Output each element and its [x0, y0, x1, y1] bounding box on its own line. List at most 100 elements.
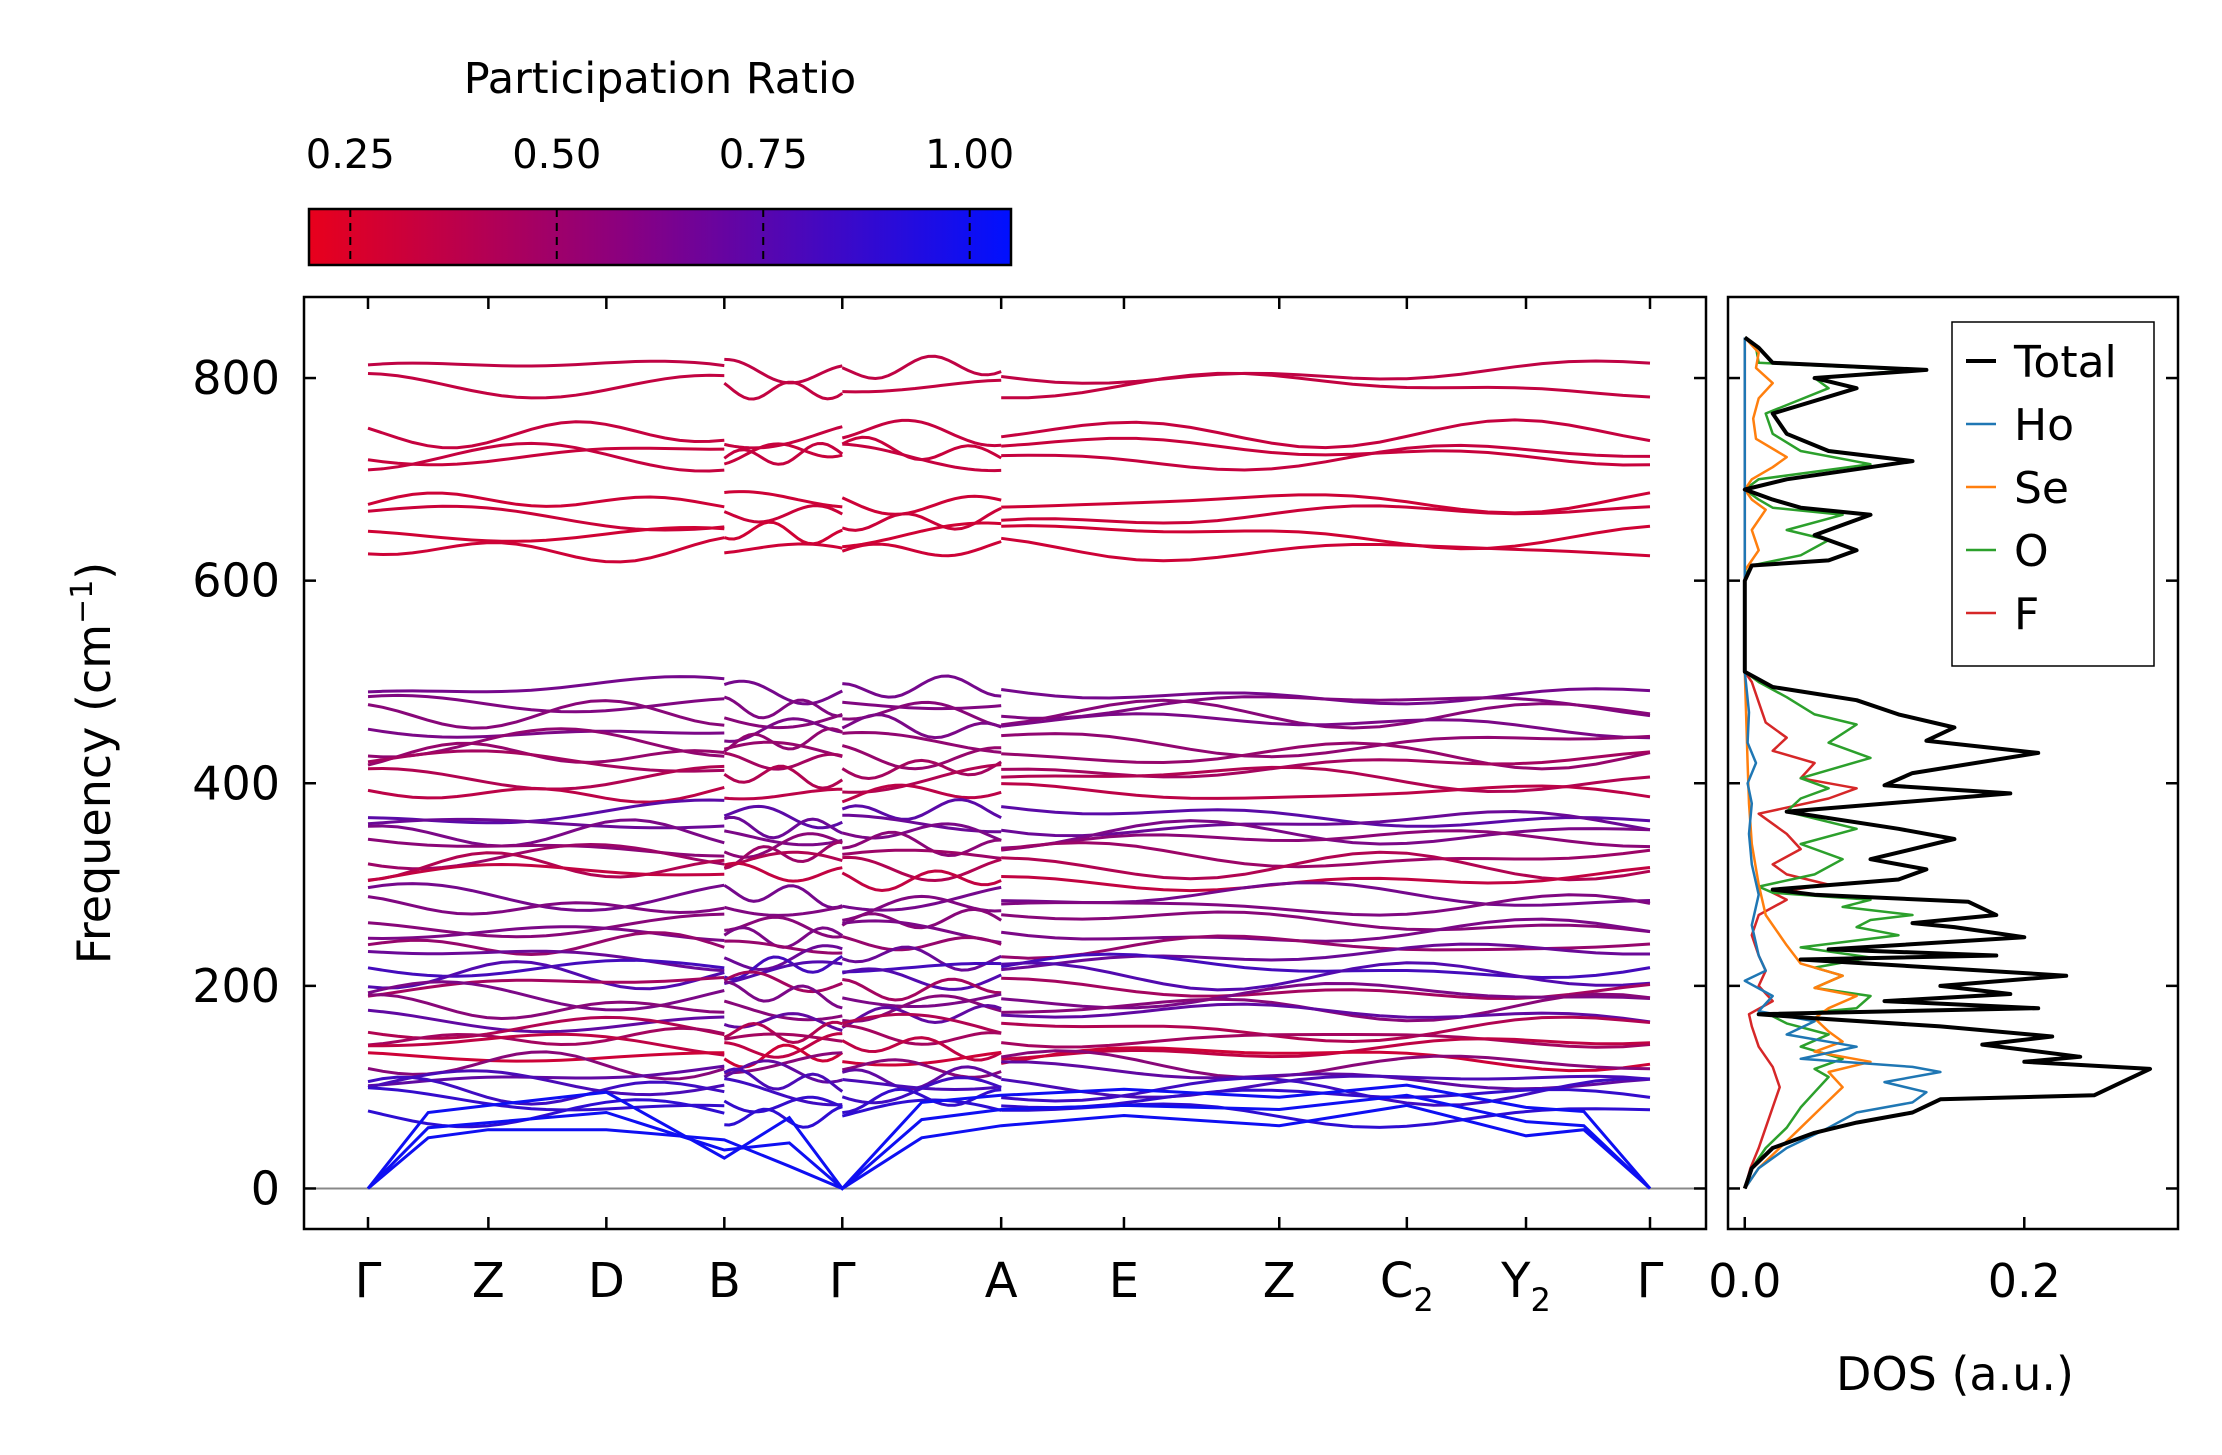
optical-band-15-segment-3 [1001, 750, 1651, 779]
kpoint-label-7: Z [1263, 1253, 1296, 1309]
dos-series-total [1742, 335, 2152, 1190]
optical-band-3-segment-1 [723, 442, 843, 466]
optical-band-10-segment-1 [723, 695, 843, 720]
kpoint-label-3: B [708, 1253, 741, 1309]
y-axis-label: Frequency (cm−1) [65, 562, 121, 965]
optical-band-25-segment-0 [367, 882, 725, 912]
optical-band-30-segment-3 [1001, 942, 1650, 972]
optical-band-13-segment-2 [842, 730, 1002, 754]
optical-band-1-segment-0 [367, 372, 725, 400]
legend-label-se: Se [2014, 463, 2069, 514]
optical-band-5-segment-1 [724, 490, 843, 509]
optical-band-25-segment-2 [842, 885, 1002, 912]
optical-band-39-segment-2 [841, 1036, 1002, 1062]
optical-band-4-segment-2 [842, 442, 1002, 473]
optical-band-14-segment-1 [723, 740, 843, 759]
optical-band-23-segment-3 [1001, 850, 1651, 882]
optical-band-22-segment-3 [1001, 841, 1651, 869]
band-lines [366, 354, 1652, 1191]
legend-label-o: O [2014, 526, 2049, 577]
optical-band-42-segment-3 [1001, 1060, 1651, 1091]
dos-series-se [1743, 336, 1872, 1190]
optical-band-35-segment-1 [723, 999, 843, 1022]
optical-band-33-segment-2 [842, 977, 1002, 1002]
optical-band-12-segment-2 [841, 713, 1002, 740]
optical-band-4-segment-3 [1001, 443, 1651, 472]
optical-band-40-segment-3 [1000, 1046, 1651, 1073]
optical-band-6-segment-0 [367, 504, 725, 532]
optical-band-15-segment-2 [841, 758, 1002, 781]
optical-band-8-segment-3 [1000, 536, 1651, 563]
colorbar-tick-label-0: 0.25 [306, 132, 395, 178]
optical-band-39-segment-1 [724, 1032, 843, 1059]
optical-band-36-segment-3 [1001, 1002, 1651, 1024]
optical-band-6-segment-3 [1001, 504, 1651, 525]
colorbar-tick-label-1: 0.50 [512, 132, 601, 178]
optical-band-6-segment-2 [841, 506, 1002, 532]
optical-band-10-segment-0 [367, 693, 725, 714]
optical-band-26-segment-3 [1001, 893, 1651, 917]
optical-band-18-segment-3 [1001, 805, 1651, 828]
optical-band-35-segment-2 [842, 994, 1002, 1023]
optical-band-1-segment-1 [723, 380, 844, 401]
optical-band-42-segment-2 [841, 1065, 1002, 1091]
optical-band-27-segment-1 [724, 915, 843, 939]
optical-band-30-segment-1 [723, 944, 843, 972]
optical-band-23-segment-0 [367, 851, 725, 882]
optical-band-12-segment-1 [724, 717, 843, 743]
colorbar-label: Participation Ratio [464, 54, 857, 104]
optical-band-24-segment-3 [1001, 866, 1651, 893]
optical-band-46-segment-0 [367, 1098, 725, 1129]
optical-band-13-segment-3 [1001, 732, 1651, 759]
optical-band-34-segment-1 [724, 980, 843, 1010]
acoustic-TA2 [366, 1093, 1652, 1191]
optical-band-19-segment-1 [723, 815, 843, 840]
optical-band-31-segment-1 [723, 955, 844, 981]
optical-band-22-segment-1 [723, 840, 843, 870]
optical-band-19-segment-0 [367, 817, 725, 830]
optical-band-29-segment-2 [841, 935, 1002, 952]
optical-band-11-segment-1 [723, 712, 843, 730]
dos-y-ticks [1728, 376, 2178, 1190]
optical-band-41-segment-2 [841, 1058, 1002, 1079]
optical-band-29-segment-0 [367, 931, 725, 957]
y-axis-label-exponent: −1 [65, 580, 100, 624]
optical-band-34-segment-2 [842, 992, 1002, 1008]
optical-band-17-segment-0 [367, 785, 725, 804]
band-structure-panel: 0 200 400 600 800 Γ Z D B Γ A E Z C2 Y2 Γ Frequency (c… [65, 295, 1708, 1319]
kpoint-label-5: A [985, 1253, 1018, 1309]
acoustic-LA [366, 1083, 1652, 1191]
optical-band-36-segment-0 [367, 1008, 725, 1034]
optical-band-43-segment-1 [723, 1067, 844, 1093]
optical-band-38-segment-2 [842, 1024, 1002, 1046]
optical-band-19-segment-3 [1001, 809, 1651, 838]
optical-band-14-segment-3 [1001, 741, 1651, 771]
optical-band-37-segment-1 [723, 1020, 843, 1045]
optical-band-33-segment-0 [367, 976, 725, 998]
optical-band-31-segment-0 [367, 958, 725, 978]
optical-band-45-segment-0 [367, 1086, 725, 1112]
colorbar-ticks: 0.25 0.50 0.75 1.00 [306, 132, 1014, 265]
optical-band-0-segment-2 [841, 354, 1002, 381]
optical-band-4-segment-0 [367, 441, 725, 473]
colorbar: Participation Ratio 0.25 0.50 0.75 1.00 [306, 54, 1014, 267]
dos-panel: 0.0 0.2 DOS (a.u.) Total Ho Se OF [1708, 295, 2180, 1401]
optical-band-46-segment-1 [724, 1105, 843, 1129]
legend-label-total: Total [2013, 337, 2117, 388]
optical-band-46-segment-2 [841, 1098, 1002, 1118]
optical-band-38-segment-3 [1001, 1033, 1651, 1049]
band-y-tick-label-4: 800 [192, 351, 280, 405]
optical-band-36-segment-2 [841, 1003, 1002, 1029]
optical-band-12-segment-3 [1001, 712, 1651, 740]
optical-band-37-segment-2 [841, 1012, 1002, 1035]
optical-band-10-segment-3 [1001, 695, 1651, 720]
dos-plot-frame [1726, 295, 2180, 1231]
y-axis-label-close: ) [67, 562, 121, 580]
dos-lines [1742, 335, 2152, 1190]
optical-band-15-segment-1 [724, 751, 843, 771]
optical-band-8-segment-1 [724, 542, 843, 555]
optical-band-22-segment-2 [842, 848, 1002, 860]
optical-band-2-segment-3 [1001, 418, 1651, 450]
band-y-ticks: 0 200 400 600 800 [192, 351, 1706, 1215]
optical-band-32-segment-3 [1001, 961, 1651, 992]
